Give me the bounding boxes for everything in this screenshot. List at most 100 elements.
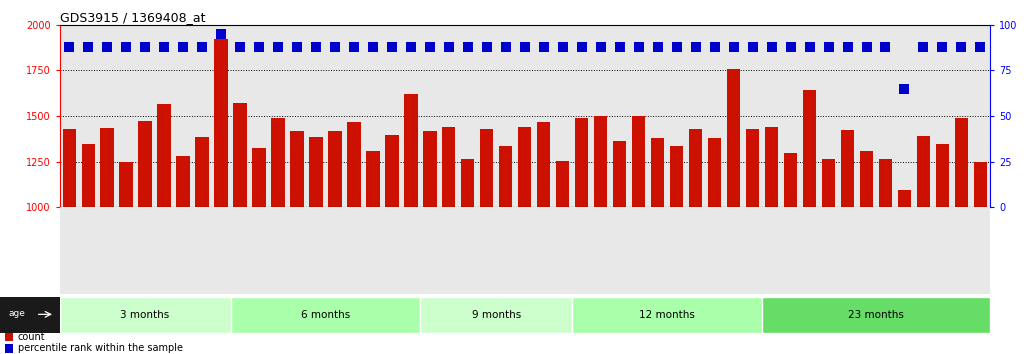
Text: 3 months: 3 months [120,310,170,320]
Bar [556,161,569,354]
Text: age: age [9,309,26,318]
Bar [613,141,627,354]
Point [764,44,780,50]
Bar [519,127,531,354]
Bar [632,116,645,354]
Point [820,44,837,50]
Bar [5,344,13,353]
Text: 12 months: 12 months [639,310,696,320]
Point [270,44,286,50]
Bar [481,129,494,354]
Point [422,44,438,50]
Text: 9 months: 9 months [471,310,521,320]
Point [953,44,969,50]
Bar [196,137,209,354]
Bar [537,122,551,354]
Bar [499,146,512,354]
Point [193,44,210,50]
Bar [348,122,360,354]
Bar [461,159,474,354]
Point [593,44,609,50]
Bar [272,118,285,354]
Point [555,44,571,50]
Bar [5,333,13,341]
Bar [139,121,151,354]
Bar [898,190,911,354]
Point [213,31,229,37]
Bar [442,127,456,354]
Point [744,44,760,50]
Bar [955,118,968,354]
Bar [176,156,189,354]
Point [934,44,951,50]
FancyBboxPatch shape [572,297,762,333]
Bar [708,138,721,354]
Bar [860,150,874,354]
Point [61,44,77,50]
Point [631,44,647,50]
Point [915,44,931,50]
Text: GDS3915 / 1369408_at: GDS3915 / 1369408_at [60,11,205,24]
Text: percentile rank within the sample: percentile rank within the sample [17,343,182,354]
Bar [822,159,836,354]
Point [137,44,153,50]
Bar [746,129,759,354]
Point [802,44,818,50]
Point [289,44,306,50]
Text: count: count [17,332,45,342]
Text: 6 months: 6 months [300,310,350,320]
Bar [784,153,797,354]
Point [878,44,894,50]
Point [573,44,590,50]
Point [118,44,135,50]
Point [687,44,704,50]
Bar [689,129,702,354]
Point [175,44,191,50]
Bar [119,161,133,354]
Point [327,44,344,50]
Point [840,44,856,50]
Point [706,44,722,50]
Bar [917,136,930,354]
Bar [385,135,398,354]
Point [346,44,362,50]
Bar [81,144,95,354]
Bar [670,146,683,354]
Point [649,44,666,50]
Bar [651,138,665,354]
Point [896,86,913,91]
FancyBboxPatch shape [421,297,572,333]
Bar [63,129,76,354]
Bar [594,116,607,354]
Point [972,44,989,50]
Text: 23 months: 23 months [848,310,903,320]
Bar [575,118,589,354]
Bar [310,137,323,354]
Point [364,44,381,50]
Bar [101,128,114,354]
Point [80,44,97,50]
Point [384,44,400,50]
Bar [290,131,304,354]
Bar [252,148,265,354]
FancyBboxPatch shape [60,297,230,333]
Point [155,44,172,50]
Point [460,44,476,50]
Point [402,44,419,50]
Bar [157,104,171,354]
Bar [803,90,816,354]
Point [611,44,628,50]
Point [669,44,685,50]
Bar [935,144,949,354]
Point [308,44,324,50]
Point [517,44,533,50]
Point [99,44,115,50]
Bar [841,130,854,354]
Point [498,44,514,50]
Bar [404,94,418,354]
Point [725,44,742,50]
Point [232,44,248,50]
Bar [423,131,436,354]
Bar [765,127,778,354]
Bar [214,39,227,354]
